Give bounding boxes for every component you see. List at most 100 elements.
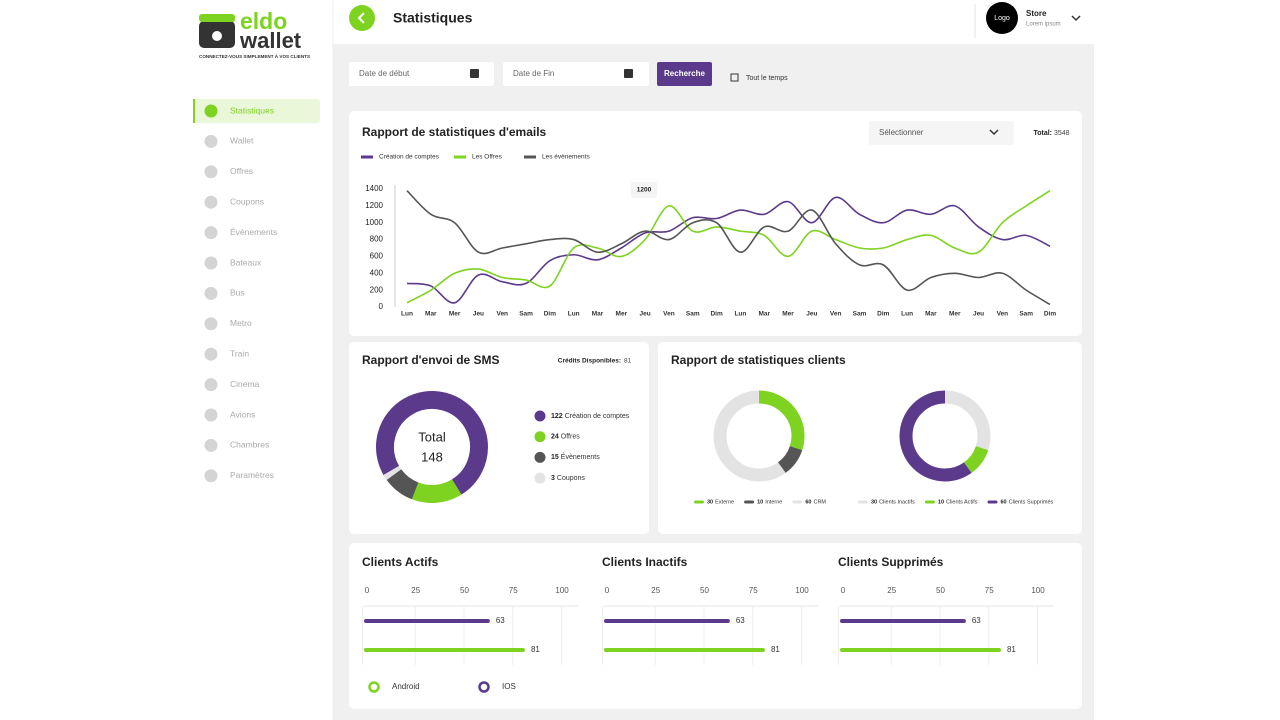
menu-active-bar (193, 99, 195, 123)
menu-item[interactable]: Bateaux (230, 257, 262, 267)
date-start-placeholder: Date de début (359, 69, 410, 78)
search-button[interactable] (657, 62, 712, 86)
page-title: Statistiques (393, 10, 473, 26)
legend-label: CRM (813, 499, 826, 505)
select-label: Sélectionner (879, 128, 924, 137)
x-tick-label: Mer (949, 311, 961, 318)
menu-item[interactable]: Paramètres (230, 470, 274, 480)
menu-item[interactable]: Événements (230, 227, 277, 237)
legend-value: 15 (551, 454, 559, 461)
menu-item[interactable]: Avions (230, 409, 255, 419)
legend-value: 60 (1001, 499, 1007, 505)
y-tick-label: 0 (379, 302, 384, 311)
y-tick-label: 800 (370, 235, 384, 244)
date-end-placeholder: Date de Fin (513, 69, 554, 78)
menu-icon (204, 469, 218, 483)
bar-value-label: 81 (771, 645, 780, 654)
back-button[interactable] (349, 5, 375, 31)
menu-item[interactable]: Cinema (230, 379, 260, 389)
date-end-input[interactable] (503, 62, 649, 86)
menu-icon (204, 165, 218, 179)
store-name: Store (1026, 9, 1047, 18)
bar-value-label: 63 (972, 616, 981, 625)
legend-label: IOS (502, 682, 516, 691)
bar (604, 648, 765, 652)
menu-item[interactable]: Metro (230, 318, 252, 328)
x-tick-label: 25 (651, 586, 660, 595)
total-label: Total: (1033, 130, 1052, 137)
donut-segment (376, 391, 488, 503)
total-value: 3548 (1054, 130, 1070, 137)
x-tick-label: Mar (925, 311, 937, 318)
y-tick-label: 1000 (365, 218, 383, 227)
donut-segment (713, 390, 805, 482)
x-tick-label: Lun (901, 311, 913, 318)
card-title: Clients Inactifs (602, 555, 688, 569)
store-logo-text: Logo (994, 15, 1010, 22)
x-tick-label: 75 (509, 586, 518, 595)
legend-swatch (858, 500, 868, 504)
legend-swatch (924, 500, 935, 504)
legend-value: 10 (938, 499, 944, 505)
legend-ring (478, 681, 490, 693)
menu-icon (204, 317, 218, 331)
legend-ring (368, 681, 380, 693)
x-tick-label: Mar (758, 311, 770, 318)
credits-value: 81 (624, 358, 632, 365)
menu-active-bg (193, 99, 320, 123)
y-tick-label: 1400 (365, 184, 383, 193)
menu-item[interactable]: Coupons (230, 196, 264, 206)
line-series (406, 190, 1051, 306)
x-tick-label: Mer (782, 311, 794, 318)
bar-value-label: 63 (496, 616, 505, 625)
x-tick-label: Dim (544, 311, 557, 318)
legend-label: Clients Actifs (946, 499, 978, 505)
menu-item[interactable]: Bus (230, 288, 245, 298)
annotation: 1200 (637, 187, 652, 194)
menu-item[interactable]: Chambres (230, 440, 269, 450)
all-time-label: Tout le temps (746, 75, 788, 82)
store-logo[interactable] (986, 2, 1018, 34)
card-title: Rapport de statistiques d'emails (362, 125, 547, 139)
legend-label: Coupons (557, 475, 586, 482)
menu-icon (204, 226, 218, 240)
x-tick-label: Dim (1044, 311, 1057, 318)
select-box[interactable] (869, 121, 1014, 145)
menu-item[interactable]: Wallet (230, 136, 254, 146)
x-tick-label: 100 (555, 586, 569, 595)
select-chevron (989, 129, 999, 136)
menu-icon (204, 408, 218, 422)
menu-icon (204, 378, 218, 392)
menu-item[interactable]: Train (230, 348, 249, 358)
card-title: Rapport d'envoi de SMS (362, 353, 500, 367)
store-menu[interactable] (1071, 15, 1081, 22)
brand: wallet (239, 28, 302, 53)
legend-swatch (454, 155, 466, 159)
bar (604, 619, 730, 623)
donut-segment (376, 391, 488, 503)
legend-dot (534, 472, 546, 484)
bar (840, 619, 966, 623)
x-tick-label: Ven (830, 311, 842, 318)
legend-label: Clients Supprimés (1009, 499, 1054, 505)
menu-item[interactable]: Offres (230, 166, 253, 176)
menu-icon (204, 134, 218, 148)
x-tick-label: Mar (592, 311, 604, 318)
legend-dot (534, 451, 546, 463)
line-series (406, 196, 1051, 304)
x-tick-label: 25 (411, 586, 420, 595)
x-tick-label: Dim (877, 311, 890, 318)
x-tick-label: Dim (710, 311, 723, 318)
back-icon (357, 12, 365, 24)
store-sub: Lorem ipsum (1026, 22, 1061, 28)
legend-value: 30 (707, 499, 713, 505)
legend-value: 3 (551, 475, 555, 482)
menu-item[interactable]: Statistiques (230, 105, 274, 115)
legend-label: Les Offres (472, 154, 503, 161)
all-time-checkbox[interactable] (730, 73, 739, 82)
donut-segment (899, 390, 991, 482)
date-start-input[interactable] (349, 62, 494, 86)
menu-icon (204, 104, 218, 118)
x-tick-label: Ven (496, 311, 508, 318)
tagline: CONNECTEZ-VOUS SIMPLEMENT À VOS CLIENTS (199, 53, 310, 59)
